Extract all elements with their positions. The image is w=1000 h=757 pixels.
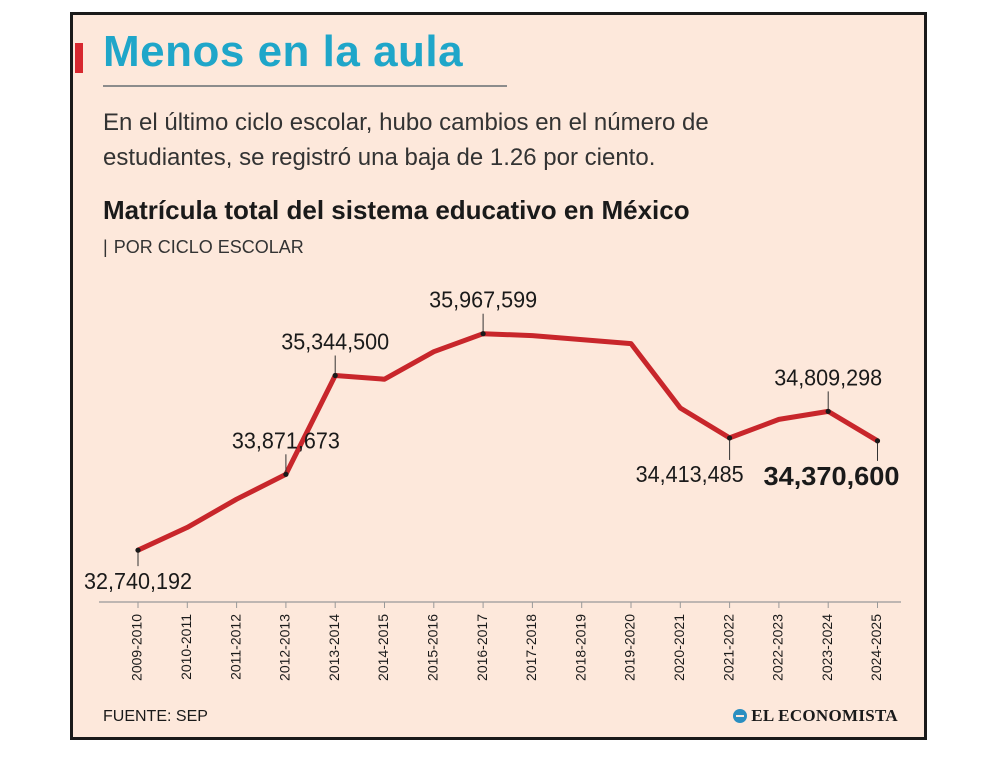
x-tick-label: 2024-2025 [868, 614, 884, 681]
data-point-marker [825, 408, 831, 415]
data-point-marker [727, 435, 733, 441]
subtitle-divider: | [103, 237, 108, 257]
data-point-marker [283, 471, 289, 477]
x-tick-label: 2019-2020 [622, 614, 638, 681]
chart-title: Matrícula total del sistema educativo en… [103, 195, 690, 225]
infographic-card: Menos en la aula En el último ciclo esco… [70, 12, 927, 740]
x-tick-label: 2021-2022 [720, 614, 736, 681]
x-tick-label: 2023-2024 [819, 614, 835, 681]
headline-rule [103, 85, 507, 87]
x-tick-label: 2015-2016 [425, 614, 441, 681]
data-label: 35,344,500 [281, 329, 389, 355]
source-note: FUENTE: SEP [103, 708, 208, 725]
data-label: 34,370,600 [764, 461, 900, 491]
headline: Menos en la aula [103, 27, 464, 76]
x-tick-label: 2014-2015 [375, 614, 391, 681]
data-label: 35,967,599 [429, 287, 537, 313]
data-point-marker [874, 438, 881, 444]
x-tick-label: 2020-2021 [671, 614, 687, 681]
series-line [135, 331, 880, 553]
x-tick-label: 2009-2010 [129, 614, 145, 681]
x-tick-label: 2012-2013 [277, 614, 293, 681]
x-tick-label: 2017-2018 [523, 614, 539, 681]
data-point-marker [135, 547, 141, 553]
data-label: 34,413,485 [636, 461, 744, 487]
x-tick-label: 2013-2014 [326, 614, 342, 681]
chart-subtitle-text: POR CICLO ESCOLAR [113, 237, 304, 257]
logo-text: EL ECONOMISTA [751, 706, 898, 725]
intro-text: En el último ciclo escolar, hubo cambios… [103, 109, 709, 171]
logo-mark-icon [733, 709, 748, 723]
x-tick-label: 2010-2011 [178, 614, 194, 680]
line-chart: 2009-2010 2010-2011 2011-2012 2012-2013 2013… [84, 287, 901, 681]
data-label: 32,740,192 [84, 568, 192, 594]
chart-subtitle: | POR CICLO ESCOLAR [103, 237, 304, 258]
x-tick-label: 2016-2017 [474, 614, 490, 681]
publisher-logo: EL ECONOMISTA [733, 706, 898, 726]
data-label: 34,809,298 [774, 364, 882, 390]
accent-bar [75, 43, 83, 73]
data-point-marker [332, 372, 338, 379]
x-tick-label: 2022-2023 [770, 614, 786, 681]
x-tick-label: 2018-2019 [572, 614, 588, 681]
data-point-marker [480, 331, 486, 337]
x-tick-label: 2011-2012 [227, 614, 243, 680]
data-label: 33,871,673 [232, 427, 340, 453]
